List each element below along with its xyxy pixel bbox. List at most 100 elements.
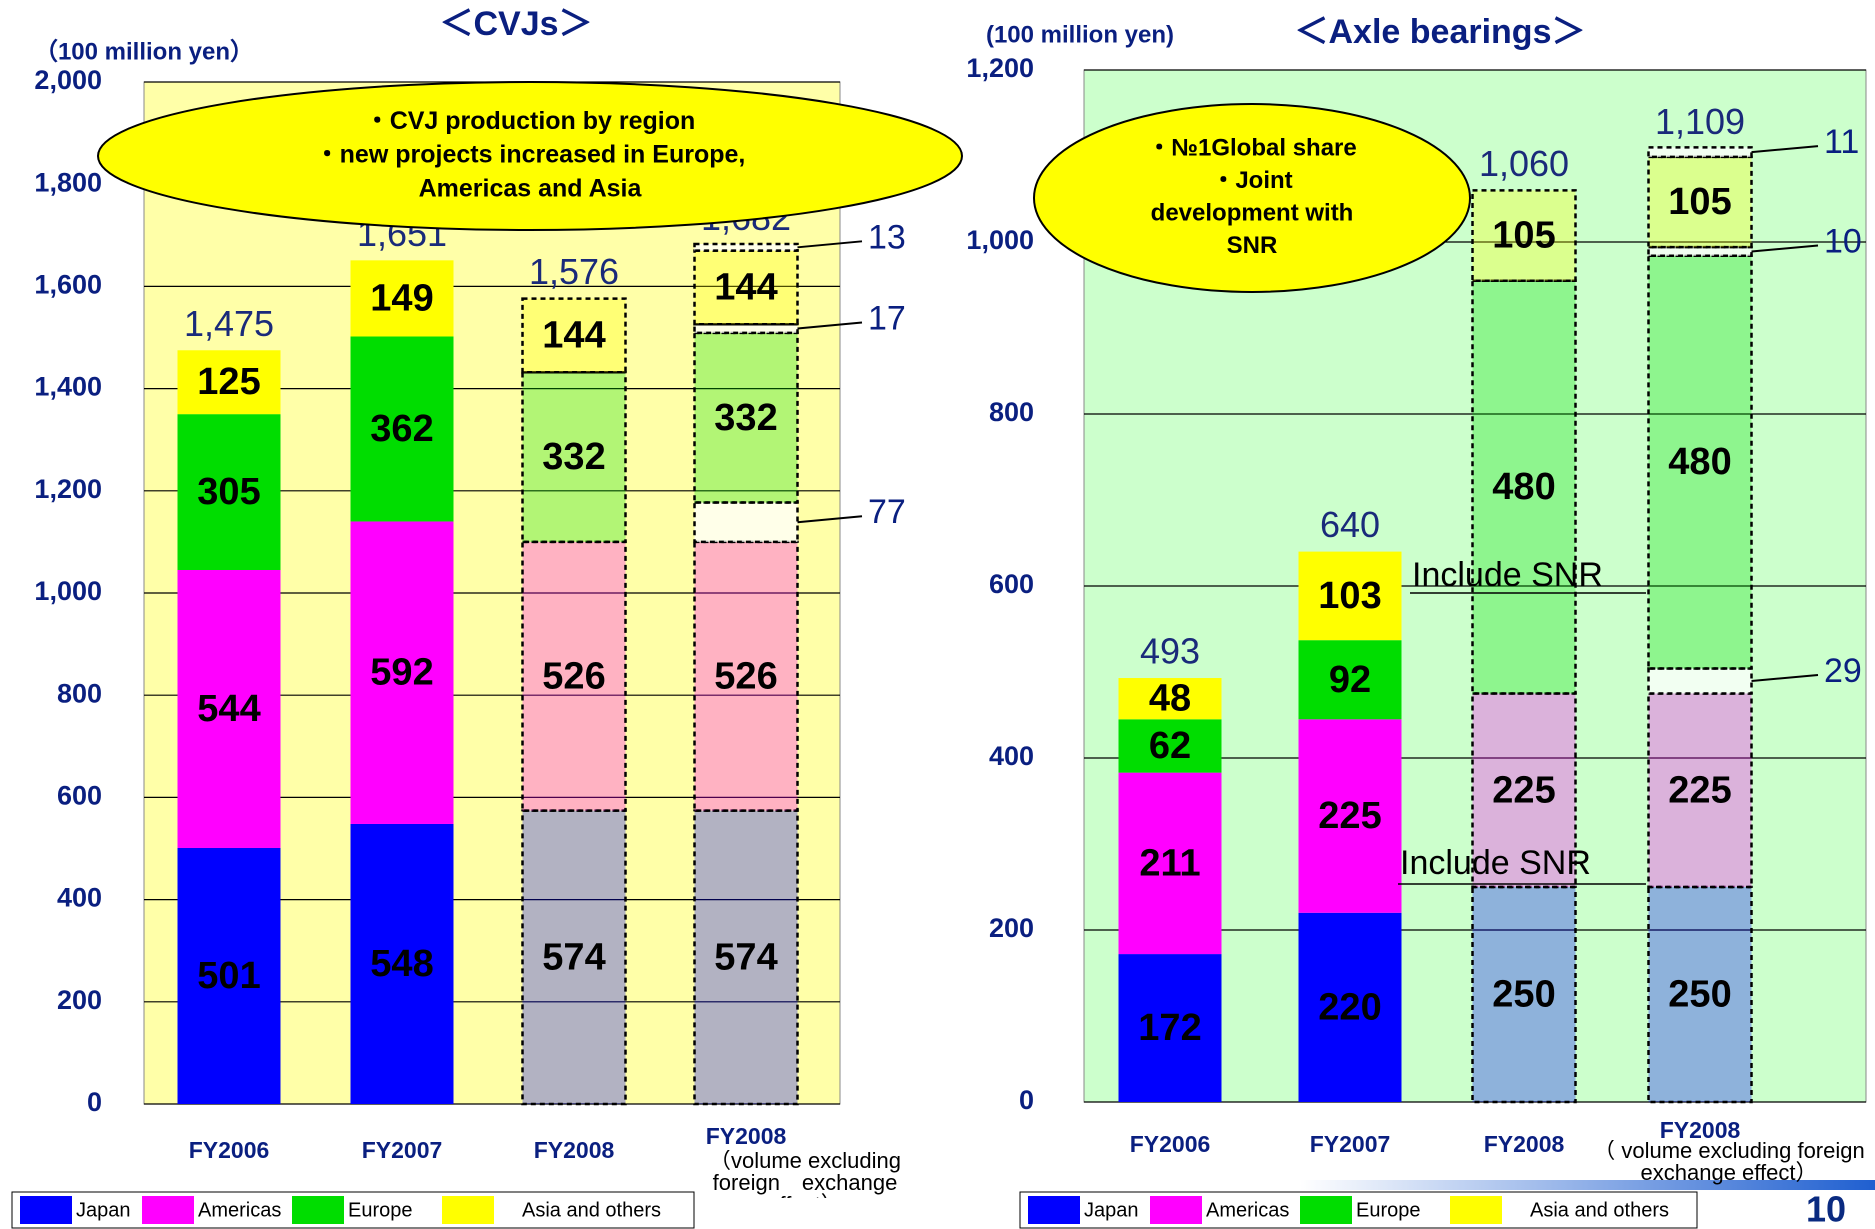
bubble-text: ・№1Global share — [1147, 135, 1356, 162]
x-tick-label: FY2006 — [1130, 1131, 1211, 1157]
bar-segment — [177, 847, 281, 1104]
y-tick-label: 0 — [87, 1087, 102, 1117]
x-tick-label: FY2008 — [706, 1123, 787, 1149]
y-tick-label: 400 — [989, 741, 1034, 771]
segment-label: 592 — [370, 652, 433, 694]
legend-label: Japan — [76, 1199, 131, 1221]
y-tick-label: 600 — [989, 569, 1034, 599]
bar-segment — [350, 521, 454, 824]
bar-segment — [350, 336, 454, 522]
legend-box — [11, 1191, 695, 1229]
bar-segment — [693, 809, 799, 1106]
segment-label: 225 — [1668, 769, 1731, 811]
callout-bubble — [97, 81, 963, 231]
legend-label: Europe — [1356, 1199, 1421, 1221]
y-tick-label: 1,200 — [966, 53, 1034, 83]
segment-label: 250 — [1492, 974, 1555, 1016]
y-tick-label: 1,600 — [34, 270, 102, 300]
bar-segment — [1647, 692, 1753, 889]
segment-label: 480 — [1492, 466, 1555, 508]
y-tick-label: 1,200 — [34, 474, 102, 504]
legend-swatch — [442, 1196, 494, 1224]
segment-label: 48 — [1149, 678, 1191, 720]
segment-label: 144 — [542, 314, 605, 356]
bar-segment — [521, 540, 627, 812]
legend-label: Europe — [348, 1199, 413, 1221]
y-tick-label: 0 — [1019, 1085, 1034, 1115]
legend-swatch — [20, 1196, 72, 1224]
leader-line — [1751, 145, 1819, 154]
legend-swatch — [1028, 1196, 1080, 1224]
total-label: 1,109 — [1655, 101, 1745, 142]
callout-label: 17 — [868, 300, 906, 338]
legend-swatch — [1300, 1196, 1352, 1224]
bar-segment — [693, 249, 799, 326]
segment-label: 526 — [714, 655, 777, 697]
legend-label: Asia and others — [1530, 1199, 1669, 1221]
segment-label: 92 — [1329, 659, 1371, 701]
x-tick-label: FY2008 — [1484, 1131, 1565, 1157]
legend-swatch — [292, 1196, 344, 1224]
segment-label: 105 — [1492, 215, 1555, 257]
y-tick-label: 800 — [989, 397, 1034, 427]
callout-label: 13 — [868, 218, 906, 256]
legend-label: Japan — [1084, 1199, 1139, 1221]
bar-segment — [1471, 692, 1577, 889]
y-tick-label: 1,400 — [34, 372, 102, 402]
bubble-text: SNR — [1227, 232, 1278, 259]
callout-bubble — [1033, 103, 1471, 293]
bubble-text: development with — [1151, 200, 1354, 227]
total-label: 1,060 — [1479, 143, 1569, 184]
total-label: 1,475 — [184, 303, 274, 344]
segment-label: 544 — [197, 688, 260, 730]
segment-label: 526 — [542, 655, 605, 697]
gap-segment — [693, 242, 799, 252]
leader-line — [1751, 674, 1819, 683]
bar-segment — [1298, 912, 1402, 1102]
bar-segment — [521, 297, 627, 374]
segment-label: 480 — [1668, 441, 1731, 483]
leader-line — [797, 240, 863, 249]
bar-segment — [1471, 279, 1577, 695]
y-tick-label: 600 — [57, 781, 102, 811]
segment-label: 144 — [714, 266, 777, 308]
x-tick-label: FY2007 — [1310, 1131, 1391, 1157]
x-tick-label: FY2007 — [362, 1137, 443, 1163]
segment-label: 332 — [542, 436, 605, 478]
bar-segment — [693, 540, 799, 812]
callout-label: 29 — [1824, 652, 1862, 690]
bar-segment — [177, 350, 281, 415]
callout-label: 77 — [868, 493, 906, 531]
bar-segment — [1298, 719, 1402, 913]
bar-segment — [350, 260, 454, 337]
bar-segment — [521, 809, 627, 1106]
legend-box — [1019, 1191, 1698, 1229]
bar-segment — [1471, 189, 1577, 282]
y-tick-label: 1,800 — [34, 167, 102, 197]
gap-segment — [1647, 245, 1753, 258]
category-note-box: （ volume excluding foreign exchange effe… — [1593, 1140, 1865, 1185]
chart-title: ＜CVJs＞ — [439, 5, 592, 43]
segment-label: 220 — [1318, 986, 1381, 1028]
segment-label: 548 — [370, 943, 433, 985]
category-note-box: （volume excluding foreign exchange effec… — [709, 1150, 901, 1198]
legend-swatch — [142, 1196, 194, 1224]
segment-label: 574 — [542, 936, 605, 978]
bar-segment — [177, 414, 281, 571]
legend-label: Americas — [198, 1199, 281, 1221]
segment-label: 172 — [1138, 1007, 1201, 1049]
y-tick-label: 200 — [989, 913, 1034, 943]
x-tick-label: FY2008 — [1660, 1117, 1741, 1143]
y-tick-label: 1,000 — [966, 225, 1034, 255]
category-note: （volume excluding foreign exchange effec… — [709, 1150, 901, 1198]
segment-label: 250 — [1668, 974, 1731, 1016]
total-label: 1,576 — [529, 251, 619, 292]
segment-label: 501 — [197, 955, 260, 997]
legend-label: Americas — [1206, 1199, 1289, 1221]
bubble-text: ・new projects increased in Europe, — [315, 141, 746, 169]
y-axis-label: (100 million yen) — [986, 21, 1174, 48]
bar-segment — [1118, 719, 1222, 773]
category-note: （ volume excluding foreign exchange effe… — [1593, 1140, 1865, 1185]
bar-segment — [1298, 640, 1402, 720]
